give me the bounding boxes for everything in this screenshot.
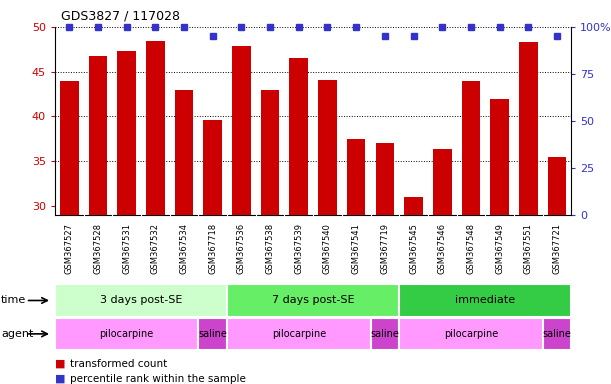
Bar	[60, 81, 79, 215]
Text: percentile rank within the sample: percentile rank within the sample	[70, 374, 246, 384]
Text: GSM367527: GSM367527	[65, 223, 74, 274]
Bar	[399, 284, 571, 317]
Text: GSM367548: GSM367548	[466, 223, 475, 274]
Bar	[175, 89, 194, 215]
Text: GDS3827 / 117028: GDS3827 / 117028	[61, 10, 180, 23]
Text: GSM367539: GSM367539	[295, 223, 303, 274]
Text: immediate: immediate	[455, 295, 515, 306]
Bar	[404, 197, 423, 215]
Text: agent: agent	[1, 329, 34, 339]
Text: ■: ■	[55, 374, 69, 384]
Text: pilocarpine: pilocarpine	[272, 329, 326, 339]
Bar	[370, 318, 399, 350]
Text: pilocarpine: pilocarpine	[444, 329, 498, 339]
Text: GSM367531: GSM367531	[122, 223, 131, 274]
Text: GSM367532: GSM367532	[151, 223, 160, 274]
Bar	[318, 80, 337, 215]
Text: time: time	[1, 295, 26, 306]
Text: GSM367551: GSM367551	[524, 223, 533, 274]
Text: pilocarpine: pilocarpine	[100, 329, 154, 339]
Bar	[199, 318, 227, 350]
Text: GSM367540: GSM367540	[323, 223, 332, 274]
Bar	[89, 56, 108, 215]
Text: GSM367549: GSM367549	[495, 223, 504, 274]
Bar	[117, 51, 136, 215]
Bar	[519, 42, 538, 215]
Text: GSM367538: GSM367538	[266, 223, 274, 274]
Text: saline: saline	[543, 329, 571, 339]
Bar	[203, 120, 222, 215]
Text: GSM367546: GSM367546	[437, 223, 447, 274]
Bar	[399, 318, 543, 350]
Bar	[227, 284, 399, 317]
Bar	[376, 143, 394, 215]
Text: saline: saline	[199, 329, 227, 339]
Text: ■: ■	[55, 359, 69, 369]
Text: transformed count: transformed count	[70, 359, 167, 369]
Text: 3 days post-SE: 3 days post-SE	[100, 295, 182, 306]
Bar	[55, 284, 227, 317]
Bar	[433, 149, 452, 215]
Text: GSM367534: GSM367534	[180, 223, 189, 274]
Text: GSM367528: GSM367528	[93, 223, 103, 274]
Bar	[227, 318, 370, 350]
Bar	[347, 139, 365, 215]
Text: GSM367719: GSM367719	[380, 223, 389, 274]
Text: GSM367545: GSM367545	[409, 223, 418, 274]
Bar	[490, 99, 509, 215]
Bar	[232, 46, 251, 215]
Text: 7 days post-SE: 7 days post-SE	[272, 295, 354, 306]
Bar	[547, 157, 566, 215]
Bar	[55, 318, 199, 350]
Text: GSM367718: GSM367718	[208, 223, 218, 274]
Bar	[461, 81, 480, 215]
Text: GSM367536: GSM367536	[237, 223, 246, 274]
Bar	[290, 58, 308, 215]
Text: GSM367721: GSM367721	[552, 223, 562, 274]
Bar	[146, 41, 165, 215]
Text: saline: saline	[370, 329, 399, 339]
Bar	[261, 89, 279, 215]
Bar	[543, 318, 571, 350]
Text: GSM367541: GSM367541	[352, 223, 360, 274]
